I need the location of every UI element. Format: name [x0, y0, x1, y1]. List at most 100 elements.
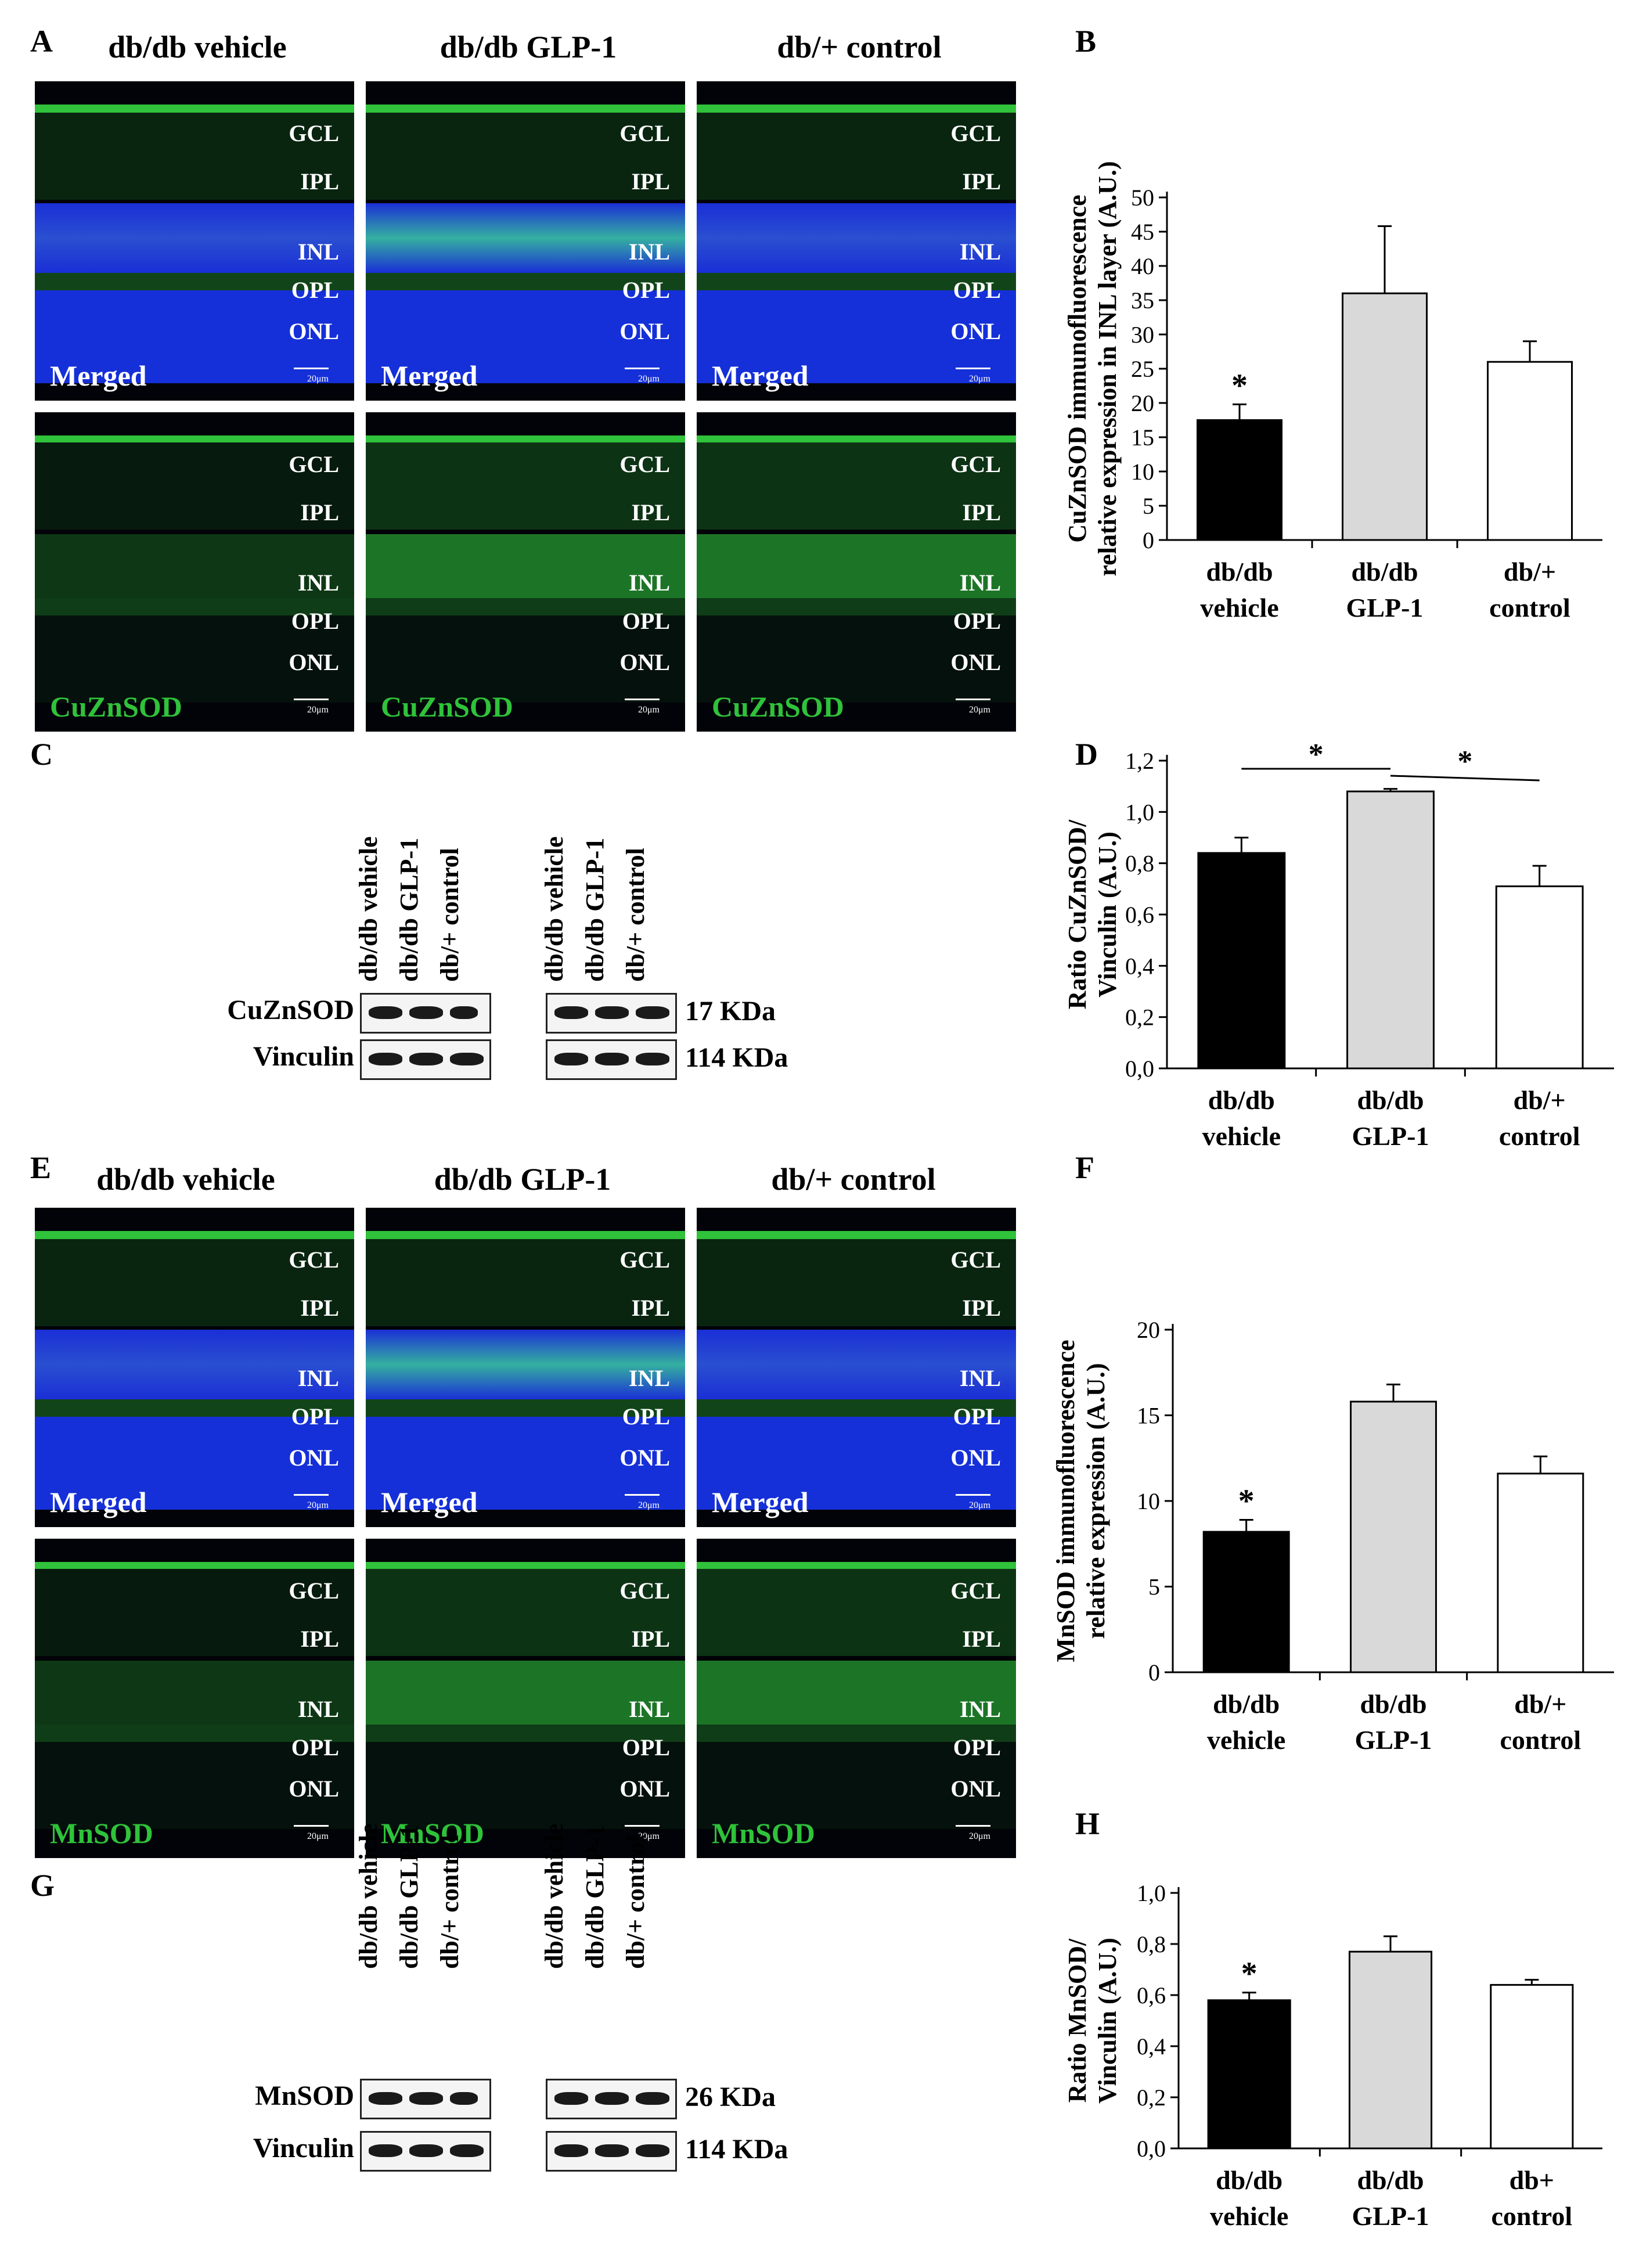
ipl-band — [35, 1239, 354, 1326]
column-header-glp1-e: db/db GLP-1 — [434, 1162, 611, 1197]
bar-chart-f: 0 5 10 15 20 db/db vehicle db/db GLP-1 db/+ contro… — [1051, 1317, 1614, 1755]
y-tick-label: 25 — [1131, 356, 1154, 382]
column-header-glp1-a: db/db GLP-1 — [439, 30, 617, 64]
layer-label-ipl: IPL — [962, 499, 1001, 525]
layer-label-ipl: IPL — [962, 1294, 1001, 1321]
x-tick-label: GLP-1 — [1352, 1121, 1429, 1151]
y-tick-label: 0,0 — [1125, 1056, 1154, 1082]
layer-label-gcl: GCL — [950, 120, 1001, 146]
x-tick-label: db/db — [1360, 1689, 1426, 1719]
ipl-band — [35, 113, 354, 200]
blot-band — [409, 1053, 443, 1065]
blot-band — [369, 1006, 402, 1019]
opl-band — [366, 273, 685, 290]
blot-band — [409, 2092, 443, 2105]
layer-label-gcl: GCL — [619, 120, 670, 146]
layer-label-opl: OPL — [953, 1734, 1001, 1761]
y-tick-label: 35 — [1131, 287, 1154, 314]
lane-label: db/db GLP-1 — [395, 837, 423, 982]
scale-bar — [294, 699, 329, 700]
layer-label-inl: INL — [628, 1695, 670, 1722]
gcl-band — [366, 1231, 685, 1239]
layer-label-opl: OPL — [291, 276, 339, 303]
micrograph-caption: Merged — [50, 359, 147, 392]
scale-bar-label: 20μm — [968, 1500, 990, 1510]
y-axis-label: Ratio MnSOD/ — [1063, 1938, 1091, 2103]
x-tick-label: vehicle — [1207, 1725, 1285, 1755]
blot-strip — [546, 2131, 677, 2172]
x-tick-label: db/db — [1216, 2165, 1282, 2195]
layer-label-opl: OPL — [291, 1734, 339, 1761]
ipl-band — [366, 113, 685, 200]
scale-bar-label: 20μm — [307, 374, 329, 384]
significance-star: * — [1241, 1956, 1258, 1992]
x-tick-label: vehicle — [1200, 593, 1278, 622]
layer-label-onl: ONL — [289, 318, 339, 344]
scale-bar — [625, 1494, 660, 1496]
layer-label-inl: INL — [297, 238, 339, 265]
bar — [1346, 790, 1435, 1070]
y-tick-label: 5 — [1148, 1574, 1160, 1600]
y-tick-label: 20 — [1131, 390, 1154, 416]
significance-star: * — [1238, 1483, 1255, 1519]
scale-bar — [294, 368, 329, 369]
layer-label-opl: OPL — [622, 607, 670, 634]
scale-bar-label: 20μm — [307, 1831, 329, 1841]
bar — [1497, 1473, 1584, 1673]
inl-band — [697, 534, 1016, 598]
micrograph-caption: CuZnSOD — [50, 690, 182, 723]
lane-label: db/db vehicle — [540, 1823, 568, 1969]
blot-strip — [360, 2079, 491, 2119]
y-axis-label: Ratio CuZnSOD/ — [1063, 819, 1091, 1009]
layer-label-onl: ONL — [619, 649, 670, 675]
significance-star: * — [1231, 368, 1248, 404]
bar — [1342, 292, 1428, 541]
blot-band — [554, 1006, 588, 1019]
layer-label-gcl: GCL — [619, 1247, 670, 1273]
layer-label-opl: OPL — [953, 276, 1001, 303]
layer-label-gcl: GCL — [289, 1578, 339, 1604]
opl-band — [35, 273, 354, 290]
micrograph-e-merged-1: GCL IPL INL OPL ONL 20μm Merged — [366, 1208, 685, 1527]
column-header-control-a: db/+ control — [777, 30, 942, 64]
micrograph-a-green-1: GCL IPL INL OPL ONL 20μm CuZnSOD — [366, 412, 685, 732]
micrograph-caption: Merged — [50, 1486, 147, 1518]
micrograph-e-green-1: GCL IPL INL OPL ONL 20μm MnSOD — [366, 1539, 685, 1858]
layer-label-ipl: IPL — [300, 1625, 339, 1652]
layer-label-onl: ONL — [619, 1776, 670, 1802]
blot-band — [450, 2092, 478, 2105]
blot-row-label: MnSOD — [255, 2080, 354, 2111]
lane-label: db/+ control — [621, 848, 650, 982]
ipl-band — [35, 1569, 354, 1656]
onl-band — [35, 615, 354, 703]
layer-label-onl: ONL — [289, 649, 339, 675]
opl-band — [697, 1399, 1016, 1417]
x-tick-label: control — [1500, 1725, 1581, 1755]
ipl-band — [697, 113, 1016, 200]
bar-chart-b: 0 5 10 15 20 25 30 35 40 45 50 db/db vehicle db/db GLP… — [1063, 161, 1602, 622]
layer-label-inl: INL — [628, 569, 670, 596]
scale-bar-label: 20μm — [968, 1831, 990, 1841]
blot-kda-label: 114 KDa — [685, 1042, 788, 1073]
panel-letter-e: E — [30, 1150, 52, 1185]
x-tick-label: vehicle — [1202, 1121, 1281, 1151]
lane-label: db/db vehicle — [540, 836, 568, 982]
micrograph-e-merged-0: GCL IPL INL OPL ONL 20μm Merged — [35, 1208, 354, 1527]
scale-bar-label: 20μm — [968, 374, 990, 384]
x-tick-label: GLP-1 — [1346, 593, 1424, 622]
lane-label: db/db vehicle — [354, 836, 383, 982]
blot-band — [369, 1053, 402, 1065]
ipl-band — [35, 442, 354, 530]
y-tick-label: 40 — [1131, 253, 1154, 279]
ipl-band — [697, 1239, 1016, 1326]
bar-chart-d: 0,0 0,2 0,4 0,6 0,8 1,0 1,2 db/db vehicle db/db GL… — [1063, 738, 1614, 1151]
inl-band — [697, 1661, 1016, 1725]
scale-bar — [294, 1494, 329, 1496]
opl-band — [697, 1725, 1016, 1742]
layer-label-ipl: IPL — [300, 1294, 339, 1321]
layer-label-ipl: IPL — [962, 1625, 1001, 1652]
opl-band — [366, 1399, 685, 1417]
layer-label-gcl: GCL — [619, 1578, 670, 1604]
panel-letter-f: F — [1075, 1150, 1094, 1185]
gcl-band — [35, 1562, 354, 1569]
